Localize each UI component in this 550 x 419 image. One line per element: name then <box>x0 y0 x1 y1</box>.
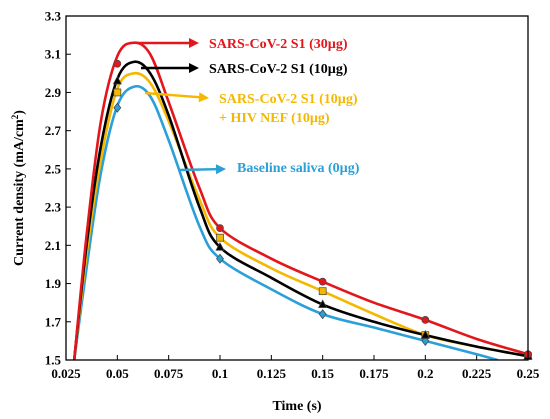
series-label: Baseline saliva (0µg) <box>237 161 360 176</box>
series-layer <box>72 41 528 360</box>
data-point-diamond <box>216 253 224 264</box>
data-point-diamond <box>113 102 122 113</box>
x-tick-label: 0.125 <box>257 366 287 381</box>
series-line <box>72 41 528 360</box>
annotation-arrow-line <box>144 91 200 99</box>
y-axis-title: Current density (mA/cm2) <box>10 110 27 266</box>
y-tick-label: 1.5 <box>45 353 62 368</box>
y-tick-label: 3.1 <box>45 47 61 62</box>
data-point-diamond <box>318 309 327 320</box>
x-tick-label: 0.175 <box>359 366 389 381</box>
y-axis-title-end: ) <box>12 110 27 115</box>
y-tick-label: 2.9 <box>45 85 62 100</box>
data-point-circle <box>113 59 122 68</box>
y-axis-title-main: Current density (mA/cm <box>12 119 27 266</box>
data-point-triangle <box>318 299 328 308</box>
x-tick-label: 0.225 <box>462 366 492 381</box>
marker-layer <box>112 59 533 361</box>
y-axis-ticks: 1.5 1.7 1.9 2.1 2.3 2.5 2.7 2.9 3.1 3.3 <box>45 9 71 368</box>
y-tick-label: 2.1 <box>45 238 61 253</box>
y-tick-label: 1.9 <box>45 276 62 291</box>
plot-frame <box>65 15 529 361</box>
annotation-arrowhead <box>215 164 226 175</box>
x-axis-ticks: 0.025 0.05 0.075 0.1 0.125 0.15 0.175 0.2 0.225 0… <box>51 355 540 381</box>
y-tick-label: 2.5 <box>45 161 62 176</box>
annotation-arrowhead <box>198 92 209 103</box>
x-tick-label: 0.25 <box>517 366 540 381</box>
series-line <box>72 60 528 360</box>
annotation-arrowhead <box>189 38 199 48</box>
data-point-square <box>216 233 224 242</box>
y-tick-label: 1.7 <box>45 314 62 329</box>
x-tick-label: 0.1 <box>212 366 228 381</box>
x-tick-label: 0.15 <box>311 366 334 381</box>
data-point-triangle <box>112 75 122 85</box>
data-point-square <box>318 287 327 296</box>
y-tick-label: 2.3 <box>45 200 62 215</box>
series-label-line2: + HIV NEF (10µg) <box>219 111 330 126</box>
annotation-arrowhead <box>189 63 199 73</box>
data-point-triangle <box>420 329 430 339</box>
data-point-circle <box>216 224 224 232</box>
series-label: SARS-CoV-2 S1 (10µg) <box>209 62 348 77</box>
x-tick-label: 0.025 <box>51 366 81 381</box>
data-point-circle <box>421 316 430 324</box>
data-point-circle <box>318 277 327 286</box>
series-label: SARS-CoV-2 S1 (30µg) <box>209 37 348 52</box>
data-point-square <box>113 88 122 97</box>
x-tick-label: 0.05 <box>106 366 129 381</box>
series-line <box>72 84 499 360</box>
annotation-arrow-line <box>178 168 217 172</box>
y-tick-label: 2.7 <box>45 123 62 138</box>
data-point-triangle <box>215 242 225 251</box>
x-axis-title: Time (s) <box>272 399 321 414</box>
series-label: SARS-CoV-2 S1 (10µg) <box>219 92 358 107</box>
y-tick-label: 3.3 <box>45 9 62 24</box>
annotation-layer: SARS-CoV-2 S1 (30µg) SARS-CoV-2 S1 (10µg)… <box>137 37 360 176</box>
x-tick-label: 0.075 <box>154 366 184 381</box>
x-tick-label: 0.2 <box>417 366 433 381</box>
y-axis-title-sup: 2 <box>10 114 20 119</box>
